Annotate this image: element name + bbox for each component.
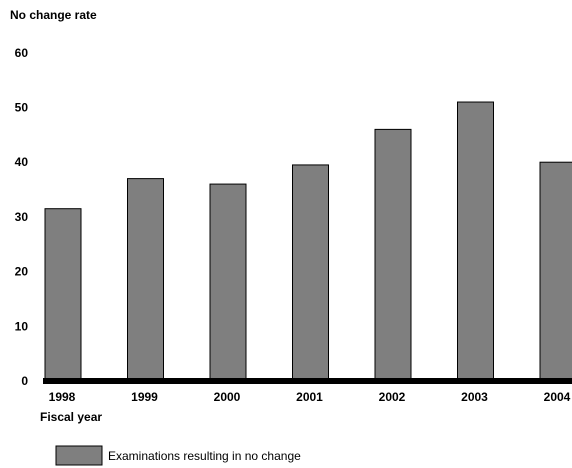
y-tick-label-40: 40 — [15, 155, 29, 169]
y-tick-label-30: 30 — [15, 210, 29, 224]
x-tick-labels: 1998 1999 2000 2001 2002 2003 2004 — [49, 390, 571, 404]
x-tick-label-1999: 1999 — [131, 390, 158, 404]
x-axis-title: Fiscal year — [40, 410, 102, 424]
bar-2000 — [209, 183, 247, 382]
x-tick-label-2002: 2002 — [379, 390, 406, 404]
y-tick-label-10: 10 — [15, 319, 29, 333]
y-tick-label-20: 20 — [15, 265, 29, 279]
bar-2001 — [292, 164, 329, 382]
y-tick-labels: 0 10 20 30 40 50 60 — [15, 46, 29, 388]
legend-label: Examinations resulting in no change — [108, 449, 301, 463]
y-tick-label-60: 60 — [15, 46, 29, 60]
bar-1999 — [127, 178, 164, 382]
x-tick-label-2003: 2003 — [461, 390, 488, 404]
y-tick-label-0: 0 — [21, 374, 28, 388]
bar-1998 — [44, 208, 82, 382]
legend: Examinations resulting in no change — [55, 445, 301, 466]
bars — [44, 101, 572, 382]
x-tick-label-2001: 2001 — [296, 390, 323, 404]
legend-swatch — [55, 445, 103, 466]
x-tick-label-2000: 2000 — [214, 390, 241, 404]
bar-2004 — [539, 161, 572, 382]
x-axis-line — [43, 378, 572, 384]
x-tick-label-1998: 1998 — [49, 390, 76, 404]
x-tick-label-2004: 2004 — [544, 390, 571, 404]
y-axis-title: No change rate — [10, 8, 97, 22]
bar-2002 — [374, 128, 412, 382]
bar-2003 — [457, 101, 494, 382]
y-tick-label-50: 50 — [15, 101, 29, 115]
